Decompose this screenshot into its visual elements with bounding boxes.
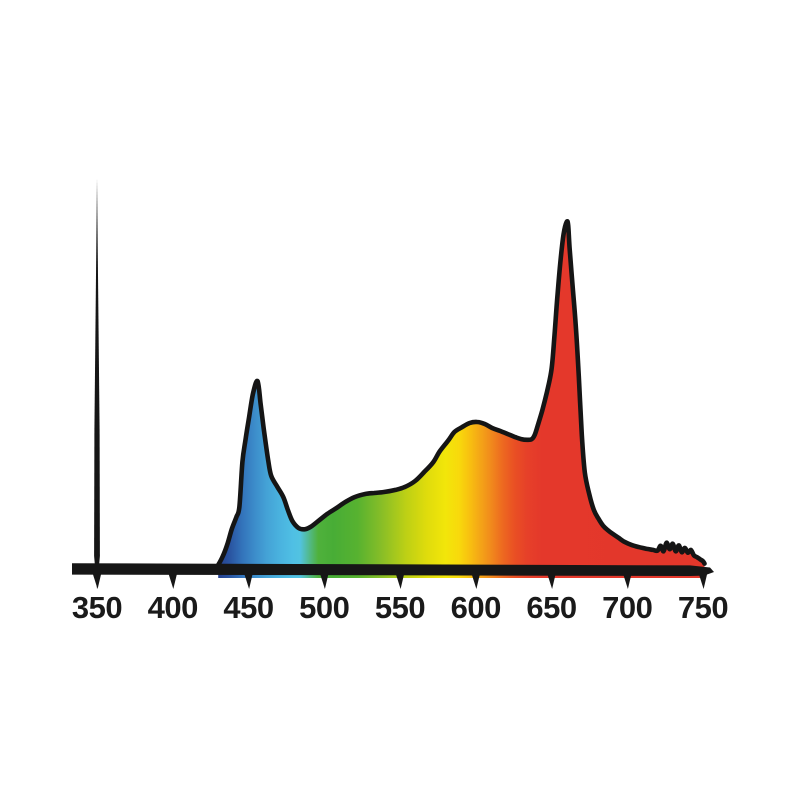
x-tick-label-600: 600	[451, 590, 501, 625]
x-tick-label-650: 650	[526, 590, 576, 625]
x-tick-550	[396, 574, 404, 589]
spectrum-area-fill	[218, 221, 705, 578]
x-tick-label-500: 500	[299, 590, 349, 625]
x-axis-line	[72, 563, 714, 576]
x-tick-600	[471, 574, 480, 589]
y-axis-line	[94, 178, 100, 589]
x-tick-400	[168, 574, 177, 589]
spectrum-curve-line	[215, 218, 707, 568]
x-axis-ticks	[93, 574, 707, 589]
x-tick-label-450: 450	[223, 590, 273, 625]
x-tick-label-700: 700	[602, 590, 652, 625]
x-tick-500	[320, 574, 329, 589]
x-tick-label-750: 750	[678, 590, 728, 625]
x-tick-label-400: 400	[148, 590, 198, 625]
x-tick-650	[547, 574, 556, 589]
x-tick-350	[93, 574, 101, 589]
x-tick-label-550: 550	[375, 590, 425, 625]
x-tick-700	[623, 574, 632, 589]
x-tick-label-350: 350	[72, 590, 122, 625]
x-tick-450	[244, 574, 253, 589]
x-tick-750	[699, 574, 707, 589]
x-axis-tick-labels: 350 400 450 500 550 600 650 700 750	[72, 590, 729, 625]
